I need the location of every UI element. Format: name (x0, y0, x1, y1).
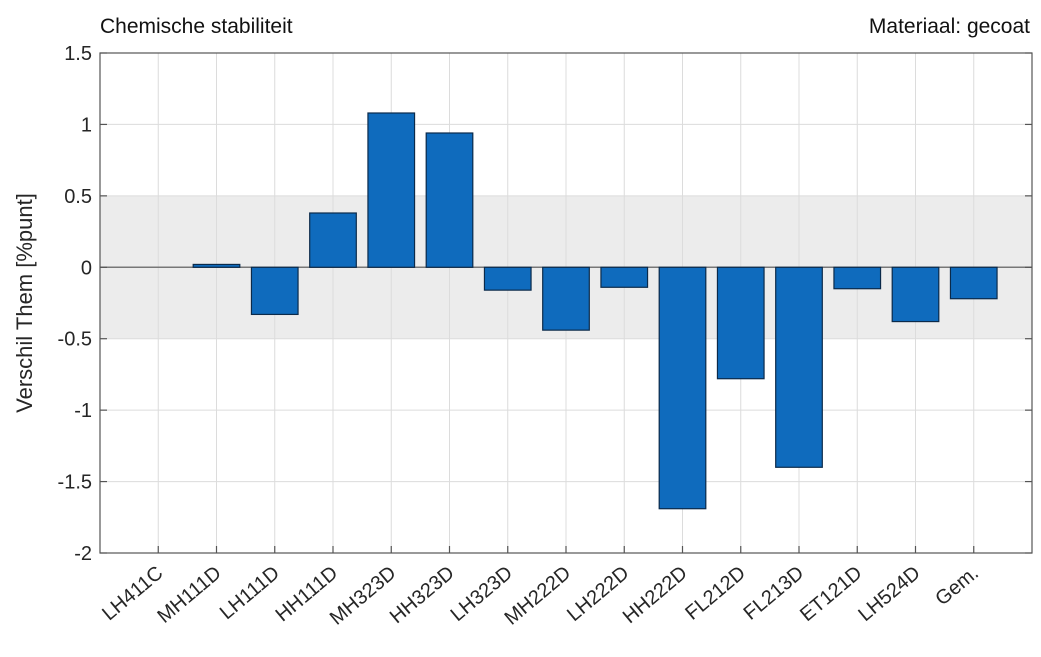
chart-title: Chemische stabiliteit (100, 15, 293, 38)
x-tick-label: MH222D (501, 562, 576, 630)
bar-et121d (833, 266, 882, 290)
x-tick-label: HH323D (386, 562, 459, 628)
y-tick-label: 0.5 (64, 186, 92, 208)
y-tick-label: -1.5 (58, 472, 92, 494)
y-tick-label: -1 (74, 400, 92, 422)
y-tick-label: 1 (81, 114, 92, 136)
x-tick-label: FL213D (740, 562, 809, 625)
bar-gem (949, 266, 998, 300)
bar-lh111d (250, 266, 299, 316)
bar-fl213d (775, 266, 823, 468)
x-tick-label: FL212D (681, 562, 750, 625)
y-tick-label: 0 (81, 257, 92, 279)
bar-lh323d (483, 266, 532, 291)
bar-hh222d (658, 266, 707, 510)
x-tick-label: MH323D (326, 562, 401, 630)
bar-lh524d (891, 266, 940, 323)
x-tick-label: LH111D (216, 562, 284, 624)
bar-mh111d (192, 263, 241, 268)
bar-hh111d (309, 212, 357, 268)
x-tick-label: Gem. (931, 562, 983, 610)
x-tick-label: MH111D (153, 562, 225, 628)
chart-subtitle: Materiaal: gecoat (869, 15, 1030, 38)
y-axis-label: Verschil Them [%punt] (12, 193, 37, 413)
bar-hh323d (425, 132, 474, 268)
bar-fl212d (716, 266, 765, 380)
bar-lh222d (600, 266, 649, 288)
bar-mh222d (542, 266, 590, 331)
x-tick-label: HH222D (619, 562, 692, 628)
y-tick-label: -2 (74, 543, 92, 565)
y-tick-label: -0.5 (58, 329, 92, 351)
x-tick-label: ET121D (796, 562, 866, 626)
plot-area: -2-1.5-1-0.500.511.5LH411CMH111DLH111DHH… (58, 43, 1033, 630)
bar-mh323d (367, 112, 416, 268)
x-tick-label: LH524D (854, 562, 924, 626)
y-tick-label: 1.5 (64, 43, 92, 65)
